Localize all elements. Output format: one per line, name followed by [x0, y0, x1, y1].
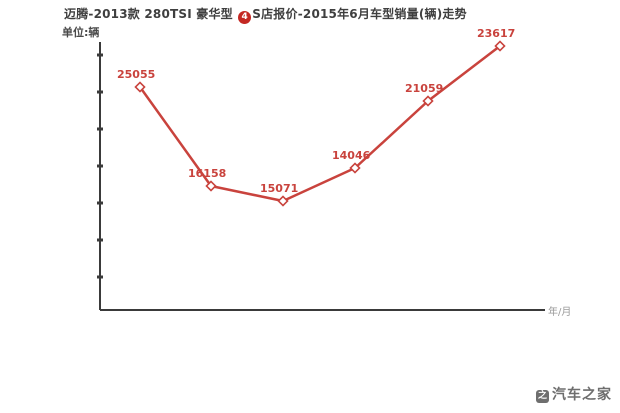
- data-point-label: 14046: [332, 149, 371, 162]
- data-point-marker: [205, 180, 217, 192]
- watermark: 之汽车之家: [536, 384, 612, 404]
- autohome-logo-icon: 之: [536, 390, 549, 403]
- chart-title-prefix: 迈腾-2013款 280TSI 豪华型: [64, 7, 238, 21]
- data-point-label: 25055: [117, 68, 156, 81]
- data-point-label: 15071: [260, 182, 299, 195]
- data-point-marker: [134, 81, 146, 93]
- data-point-label: 16158: [188, 167, 227, 180]
- chart-title: 迈腾-2013款 280TSI 豪华型 4 S店报价-2015年6月车型销量(辆)…: [64, 5, 564, 24]
- trend-line: [138, 45, 501, 203]
- data-point-marker: [277, 195, 289, 207]
- data-point-marker: [349, 162, 361, 174]
- data-point-marker: [494, 40, 506, 52]
- watermark-text: 汽车之家: [552, 387, 612, 403]
- data-point-marker: [422, 95, 434, 107]
- chart-title-suffix: S店报价-2015年6月车型销量(辆)走势: [252, 7, 467, 21]
- badge-4s-icon: 4: [238, 11, 252, 24]
- data-point-label: 23617: [477, 27, 516, 40]
- y-axis-unit-label: 单位:辆: [62, 26, 100, 39]
- data-point-label: 21059: [405, 82, 444, 95]
- x-axis-label: 年/月: [548, 307, 572, 318]
